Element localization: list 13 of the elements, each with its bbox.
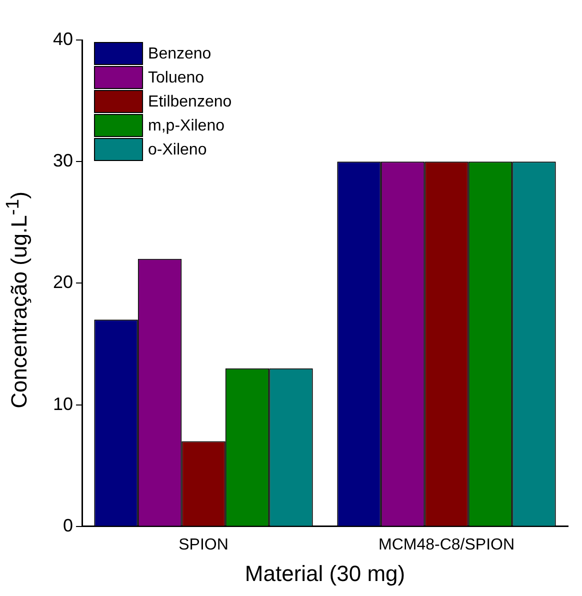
legend-label: o-Xileno <box>148 141 207 158</box>
y-tick-label: 0 <box>63 515 74 536</box>
y-tick-label: 10 <box>52 394 74 414</box>
x-axis-title: Material (30 mg) <box>244 560 406 586</box>
x-tick-label: SPION <box>178 536 228 554</box>
legend-label: Etilbenzeno <box>148 93 232 110</box>
legend-label: Tolueno <box>148 69 204 86</box>
y-tick-label: 20 <box>52 272 74 292</box>
legend-label: m,p-Xileno <box>148 117 225 134</box>
legend-label: Benzeno <box>148 45 212 62</box>
y-tick-label: 40 <box>52 28 74 49</box>
y-tick-label: 30 <box>52 150 74 171</box>
x-tick-label: MCM48-C8/SPION <box>378 536 515 554</box>
